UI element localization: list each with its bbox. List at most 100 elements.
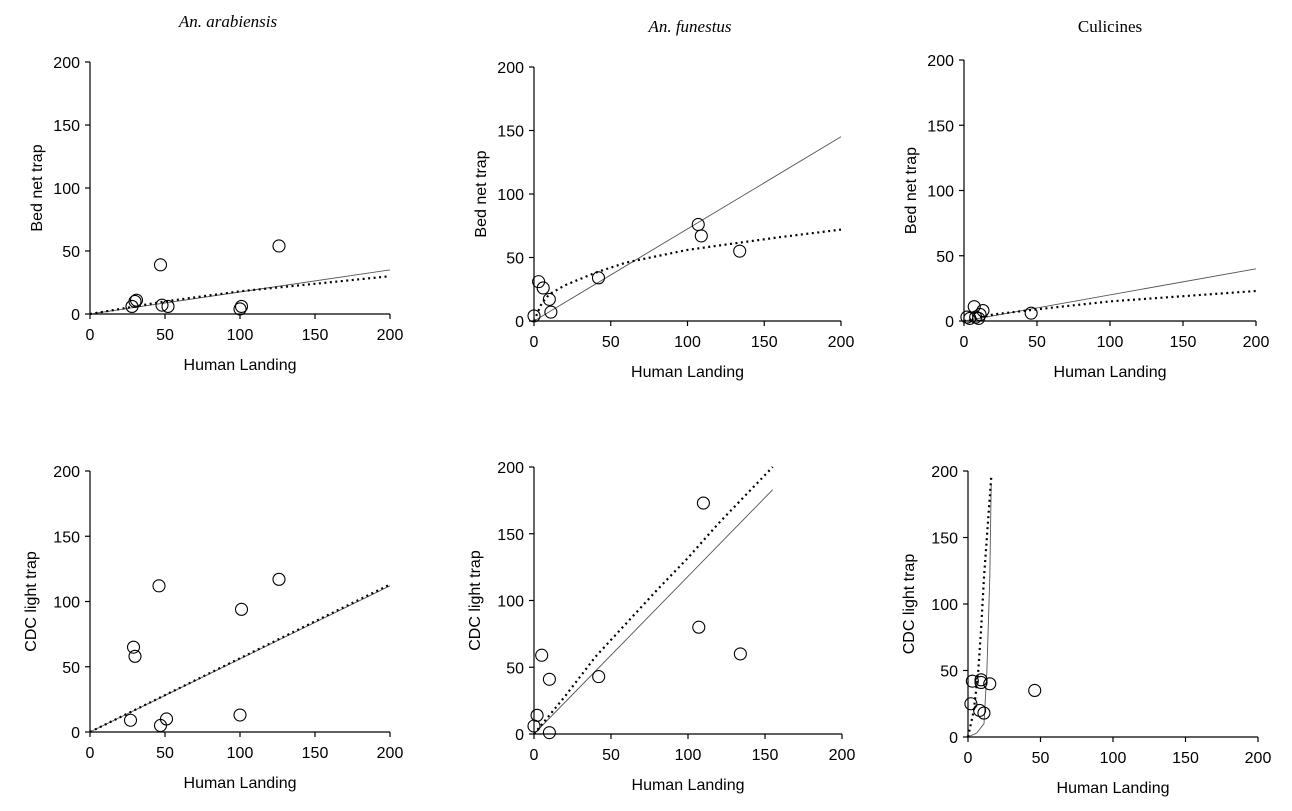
data-point xyxy=(964,697,978,711)
y-tick-label: 0 xyxy=(71,725,80,742)
panels: 0 50 100 150 200 0 50 100 150 200 Human Landing Bed… xyxy=(23,53,1271,797)
data-point xyxy=(1024,306,1038,320)
panel-culicines-cdc: 0 50 100 150 200 0 50 100 150 200 Human Landing CDC… xyxy=(901,464,1271,797)
panel-funestus-bednet: 0 50 100 150 200 0 50 100 150 200 Human Landing Bed… xyxy=(473,60,854,381)
data-point xyxy=(733,647,747,661)
panel-arabiensis-cdc: 0 50 100 150 200 0 50 100 150 200 Human Landing CDC… xyxy=(23,464,403,792)
data-point xyxy=(977,706,991,720)
y-tick-label: 50 xyxy=(506,251,524,268)
x-tick-label: 0 xyxy=(86,327,95,344)
y-axis-label: CDC light trap xyxy=(23,551,40,652)
y-axis-label: CDC light trap xyxy=(901,554,918,655)
data-point xyxy=(696,496,710,510)
data-point xyxy=(155,298,169,312)
x-axis-label: Human Landing xyxy=(184,357,297,374)
y-tick-label: 200 xyxy=(931,464,958,481)
y-tick-label: 50 xyxy=(506,660,524,677)
x-tick-label: 200 xyxy=(377,327,404,344)
y-tick-label: 0 xyxy=(71,307,80,324)
y-tick-label: 150 xyxy=(497,124,524,141)
data-point xyxy=(976,304,990,318)
x-tick-label: 200 xyxy=(828,334,855,351)
y-tick-label: 150 xyxy=(497,527,524,544)
y-tick-label: 100 xyxy=(927,184,954,201)
y-tick-label: 100 xyxy=(497,187,524,204)
x-tick-label: 50 xyxy=(602,747,620,764)
data-point xyxy=(983,677,997,691)
y-axis-label: CDC light trap xyxy=(467,550,484,651)
regression-line-dotted xyxy=(966,477,993,738)
data-point xyxy=(161,299,175,313)
data-point xyxy=(542,292,556,306)
regression-line-solid xyxy=(967,484,992,738)
y-axis-label: Bed net trap xyxy=(29,144,46,231)
x-tick-label: 200 xyxy=(1245,750,1272,767)
panel-funestus-cdc: 0 50 100 150 200 0 50 100 150 200 Human Landing CDC… xyxy=(467,460,855,794)
x-tick-label: 150 xyxy=(1172,750,1199,767)
data-point xyxy=(973,307,987,322)
regression-line-dotted xyxy=(89,583,391,733)
y-tick-label: 150 xyxy=(53,118,80,135)
y-tick-label: 200 xyxy=(53,464,80,481)
data-point xyxy=(126,640,141,654)
y-axis-label: Bed net trap xyxy=(473,150,490,237)
data-point xyxy=(965,674,979,688)
x-tick-label: 50 xyxy=(602,334,620,351)
x-tick-label: 200 xyxy=(377,745,404,762)
column-title-funestus: An. funestus xyxy=(647,17,731,36)
y-tick-label: 200 xyxy=(497,460,524,477)
y-tick-label: 100 xyxy=(53,595,80,612)
data-point xyxy=(535,648,549,662)
y-tick-label: 100 xyxy=(931,597,958,614)
data-point xyxy=(129,293,144,307)
regression-line-dotted xyxy=(963,289,1257,323)
y-tick-label: 200 xyxy=(927,53,954,70)
y-tick-label: 50 xyxy=(936,249,954,266)
data-point xyxy=(233,302,247,316)
data-point xyxy=(536,281,550,295)
y-tick-label: 0 xyxy=(515,314,524,331)
data-point xyxy=(973,703,987,717)
data-point xyxy=(1028,683,1042,698)
x-tick-label: 150 xyxy=(752,747,779,764)
panel-culicines-bednet: 0 50 100 150 200 0 50 100 150 200 Human Landing Bed… xyxy=(903,53,1269,381)
data-point xyxy=(974,675,988,690)
data-point xyxy=(527,309,541,323)
x-tick-label: 150 xyxy=(1170,334,1197,351)
y-tick-label: 150 xyxy=(931,531,958,548)
y-tick-label: 100 xyxy=(497,594,524,611)
y-tick-label: 50 xyxy=(940,664,958,681)
data-point xyxy=(692,620,706,634)
y-tick-label: 150 xyxy=(927,118,954,135)
regression-line-dotted xyxy=(533,466,774,735)
data-point xyxy=(542,726,556,740)
data-point xyxy=(530,708,544,722)
x-tick-label: 50 xyxy=(156,327,174,344)
x-tick-label: 0 xyxy=(530,747,539,764)
x-tick-label: 150 xyxy=(302,327,329,344)
data-point xyxy=(233,708,247,722)
regression-line-dotted xyxy=(532,228,842,322)
x-tick-label: 0 xyxy=(960,334,969,351)
x-tick-label: 150 xyxy=(751,334,778,351)
y-tick-label: 0 xyxy=(515,727,524,744)
y-tick-label: 50 xyxy=(62,660,80,677)
x-tick-label: 0 xyxy=(86,745,95,762)
y-tick-label: 200 xyxy=(497,60,524,77)
x-tick-label: 100 xyxy=(674,334,701,351)
y-tick-label: 200 xyxy=(53,55,80,72)
x-axis-label: Human Landing xyxy=(632,777,745,794)
y-tick-label: 100 xyxy=(53,181,80,198)
x-axis-label: Human Landing xyxy=(1054,364,1167,381)
data-point xyxy=(234,602,249,616)
regression-line-solid xyxy=(533,136,842,322)
x-axis-label: Human Landing xyxy=(631,364,744,381)
data-point xyxy=(591,271,606,285)
data-point xyxy=(123,713,138,727)
x-axis-label: Human Landing xyxy=(1057,780,1170,797)
y-axis-label: Bed net trap xyxy=(903,147,920,234)
x-tick-label: 50 xyxy=(156,745,174,762)
x-tick-label: 100 xyxy=(227,745,254,762)
data-point xyxy=(542,672,556,686)
